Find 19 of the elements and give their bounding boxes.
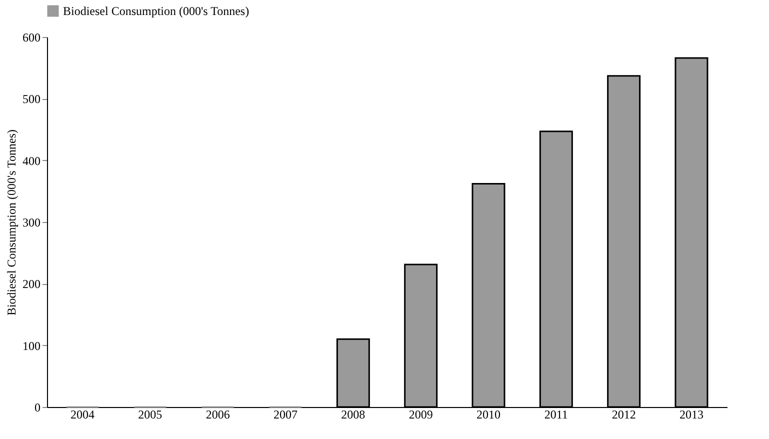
y-axis-title: Biodiesel Consumption (000's Tonnes) [4, 129, 18, 316]
x-tick-label: 2009 [408, 408, 433, 422]
x-tick-label: 2010 [476, 408, 500, 422]
x-tick-label: 2013 [679, 408, 704, 422]
x-tick-label: 2005 [138, 408, 162, 422]
x-tick-label: 2011 [544, 408, 568, 422]
x-tick-label: 2008 [341, 408, 366, 422]
x-tick-label: 2004 [70, 408, 95, 422]
x-tick-label: 2012 [612, 408, 636, 422]
y-tick-label: 500 [22, 92, 40, 106]
y-tick-label: 100 [22, 338, 40, 353]
y-tick-label: 0 [34, 400, 40, 414]
y-tick-label: 400 [22, 154, 40, 168]
y-tick-label: 300 [22, 216, 40, 230]
x-tick-label: 2006 [206, 408, 230, 422]
y-tick-label: 600 [22, 30, 40, 44]
x-tick-label: 2007 [274, 408, 298, 422]
y-tick-label: 200 [22, 277, 40, 292]
legend-label: Biodiesel Consumption (000's Tonnes) [63, 4, 250, 18]
